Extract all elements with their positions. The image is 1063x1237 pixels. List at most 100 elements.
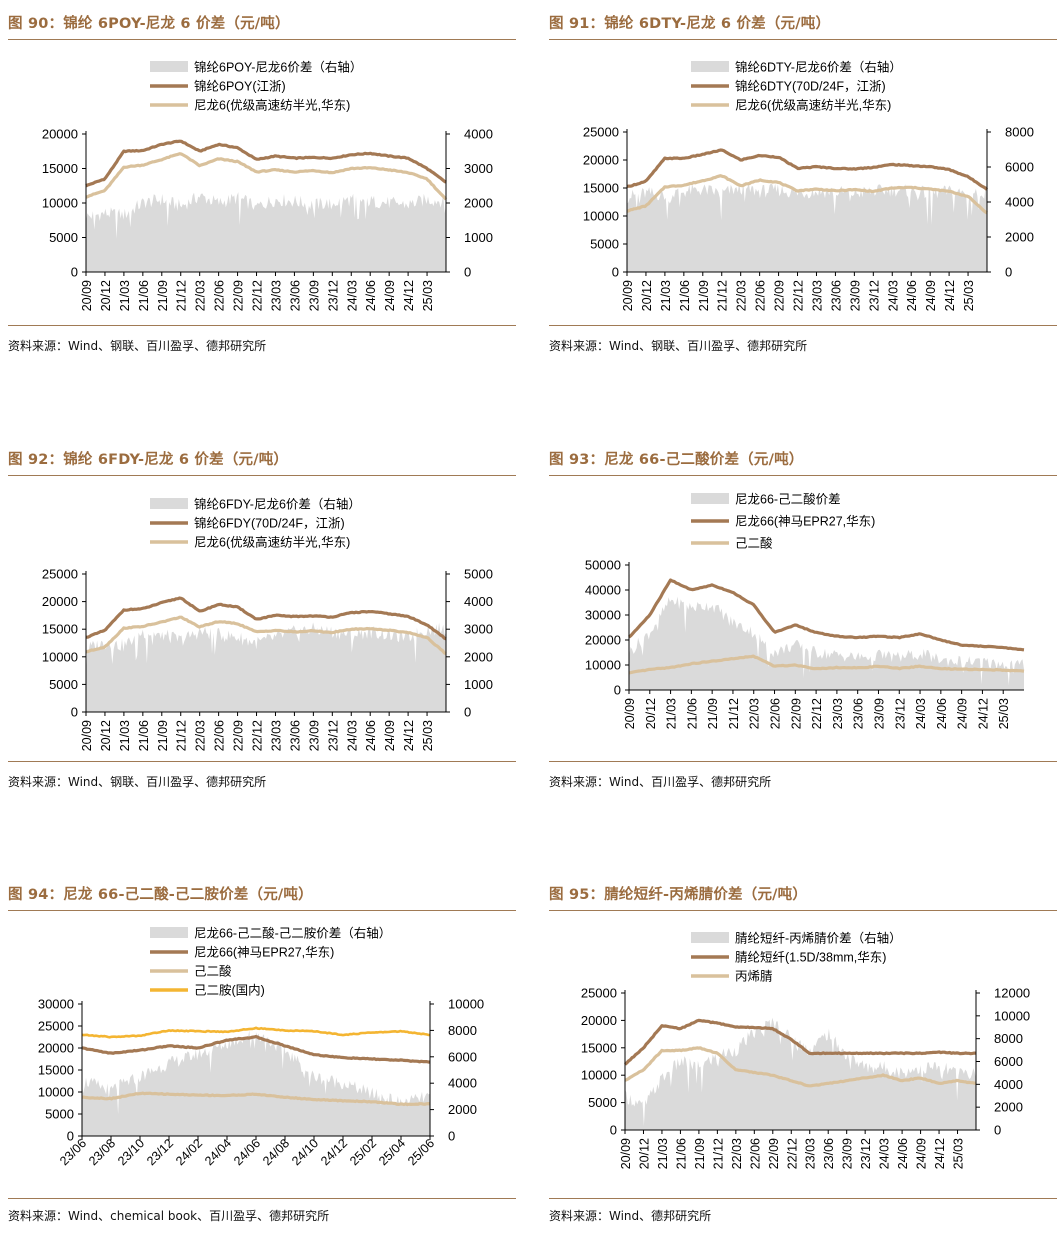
x-tick-label: 23/03: [269, 280, 283, 311]
x-tick-label: 24/12: [933, 1138, 947, 1169]
panel-fig95: 图 95：腈纶短纤-丙烯腈价差（元/吨） 腈纶短纤-丙烯腈价差（右轴） 腈纶短纤(…: [549, 883, 1057, 1228]
x-tick-label: 21/06: [137, 720, 151, 751]
x-tick-label: 24/09: [924, 280, 938, 311]
y-tick-label-right: 2000: [448, 1102, 477, 1117]
legend-label: 尼龙66-己二酸-己二胺价差（右轴）: [194, 926, 391, 941]
y-tick-label-right: 10000: [994, 1008, 1030, 1023]
title-rule: [549, 475, 1057, 476]
series-line: [81, 1035, 431, 1064]
x-tick-label: 23/03: [804, 1138, 818, 1169]
x-tick-label: 23/08: [86, 1136, 118, 1168]
panel-fig94: 图 94：尼龙 66-己二酸-己二胺价差（元/吨） 尼龙66-己二酸-己二胺价差…: [8, 883, 516, 1228]
y-tick-label-left: 20000: [581, 1013, 617, 1028]
x-tick-label: 20/12: [637, 1138, 651, 1169]
x-tick-label: 25/03: [421, 280, 435, 311]
x-tick-label: 21/06: [678, 280, 692, 311]
x-tick-label: 21/09: [697, 280, 711, 311]
x-tick-label: 21/03: [118, 720, 132, 751]
legend-label: 尼龙6(优级高速纺半光,华东): [194, 535, 350, 550]
x-tick-label: 23/12: [326, 280, 340, 311]
legend-swatch-area: [150, 61, 188, 72]
y-tick-label-left: 10000: [42, 649, 78, 664]
legend-label: 锦纶6DTY(70D/24F，江浙): [735, 79, 886, 94]
x-tick-label: 24/12: [318, 1136, 350, 1168]
x-tick-label: 22/12: [785, 1138, 799, 1169]
x-tick-label: 24/06: [896, 1138, 910, 1169]
source-note: 资料来源：Wind、chemical book、百川盈孚、德邦研究所: [8, 1209, 330, 1223]
legend-label: 腈纶短纤(1.5D/38mm,华东): [735, 950, 886, 965]
chart-fig94: 尼龙66-己二酸-己二胺价差（右轴） 尼龙66(神马EPR27,华东) 己二酸己二胺…: [38, 926, 484, 1169]
figure-title: 图 95：腈纶短纤-丙烯腈价差（元/吨）: [549, 887, 808, 903]
x-tick-label: 23/09: [872, 698, 886, 729]
title-rule: [8, 475, 516, 476]
x-tick-label: 25/03: [997, 698, 1011, 729]
y-tick-label-right: 2000: [464, 196, 493, 211]
x-tick-label: 22/03: [730, 1138, 744, 1169]
y-tick-label-right: 0: [448, 1129, 455, 1144]
x-tick-label: 23/12: [144, 1136, 176, 1168]
x-tick-label: 24/03: [886, 280, 900, 311]
y-tick-label-right: 12000: [994, 986, 1030, 1001]
series-area: [627, 181, 987, 272]
y-tick-label-right: 3000: [464, 622, 493, 637]
x-tick-label: 24/12: [402, 280, 416, 311]
x-tick-label: 23/06: [829, 280, 843, 311]
y-tick-label-left: 10000: [42, 196, 78, 211]
x-tick-label: 20/09: [623, 698, 637, 729]
x-tick-label: 20/09: [619, 1138, 633, 1169]
chart-fig91: 锦纶6DTY-尼龙6价差（右轴） 锦纶6DTY(70D/24F，江浙) 尼龙6(优级…: [583, 60, 1034, 312]
title-rule: [549, 910, 1057, 911]
x-tick-label: 22/12: [810, 698, 824, 729]
x-tick-label: 21/12: [175, 280, 189, 311]
title-rule: [549, 39, 1057, 40]
x-tick-label: 23/12: [867, 280, 881, 311]
x-tick-label: 22/09: [773, 280, 787, 311]
y-tick-label-left: 15000: [581, 1040, 617, 1055]
series-line: [628, 578, 1025, 652]
x-tick-label: 24/08: [260, 1136, 292, 1168]
series-area: [629, 596, 1024, 690]
x-tick-label: 23/10: [115, 1136, 147, 1168]
source-rule: [549, 1198, 1057, 1199]
y-tick-label-right: 0: [994, 1123, 1001, 1138]
y-tick-label-left: 25000: [42, 567, 78, 582]
title-rule: [8, 910, 516, 911]
x-tick-label: 25/02: [347, 1136, 379, 1168]
y-tick-label-left: 25000: [583, 125, 619, 140]
x-tick-label: 22/06: [213, 280, 227, 311]
legend-label: 尼龙6(优级高速纺半光,华东): [735, 98, 891, 113]
series-area: [625, 1017, 976, 1130]
x-tick-label: 25/03: [952, 1138, 966, 1169]
y-tick-label-right: 8000: [448, 1023, 477, 1038]
legend-label: 锦纶6POY(江浙): [194, 79, 286, 94]
x-tick-label: 22/06: [769, 698, 783, 729]
source-rule: [549, 325, 1057, 326]
chart-fig95: 腈纶短纤-丙烯腈价差（右轴） 腈纶短纤(1.5D/38mm,华东) 丙烯腈 0 5000…: [581, 931, 1030, 1170]
chart-fig92: 锦纶6FDY-尼龙6价差（右轴） 锦纶6FDY(70D/24F，江浙) 尼龙6(优级…: [42, 497, 493, 752]
y-tick-label-left: 0: [610, 1123, 617, 1138]
y-tick-label-left: 25000: [38, 1019, 74, 1034]
series-line: [85, 615, 447, 656]
panel-fig93: 图 93：尼龙 66-己二酸价差（元/吨） 尼龙66-己二酸价差 尼龙66(神马E…: [549, 448, 1057, 793]
series-area: [86, 622, 446, 712]
y-tick-label-left: 10000: [38, 1085, 74, 1100]
legend-label: 己二酸: [194, 964, 232, 979]
legend-swatch-area: [150, 927, 188, 938]
x-tick-label: 22/12: [251, 280, 265, 311]
y-tick-label-left: 15000: [583, 181, 619, 196]
source-rule: [8, 325, 516, 326]
y-tick-label-left: 15000: [42, 622, 78, 637]
x-tick-label: 24/02: [173, 1136, 205, 1168]
x-tick-label: 20/12: [644, 698, 658, 729]
y-tick-label-right: 4000: [464, 594, 493, 609]
y-tick-label-right: 2000: [464, 649, 493, 664]
legend-label: 腈纶短纤-丙烯腈价差（右轴）: [735, 931, 902, 946]
x-tick-label: 25/04: [376, 1136, 408, 1168]
x-tick-label: 21/03: [665, 698, 679, 729]
legend-label: 己二胺(国内): [194, 984, 265, 998]
x-tick-label: 21/09: [156, 280, 170, 311]
x-tick-label: 24/06: [905, 280, 919, 311]
legend-label: 己二酸: [735, 536, 773, 551]
y-tick-label-right: 5000: [464, 567, 493, 582]
